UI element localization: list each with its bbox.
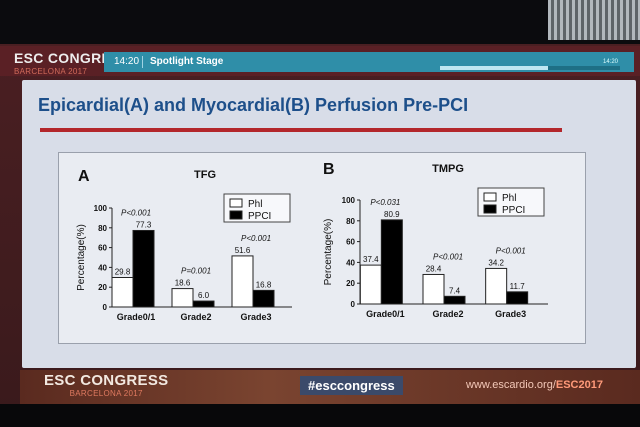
chart-b-y-tick-label: 80 — [346, 217, 355, 226]
chart-b-y-tick-label: 60 — [346, 238, 355, 247]
session-progress — [440, 66, 620, 70]
chart-b-y-tick-label: 40 — [346, 258, 355, 267]
chart-a-data-label: 6.0 — [198, 291, 210, 300]
chart-b-x-tick-label: Grade3 — [495, 309, 526, 319]
chart-b-panel-label: B — [323, 161, 335, 178]
chart-a-title: TFG — [194, 169, 216, 181]
chart-a-p-value: P<0.001 — [121, 208, 151, 217]
chart-a-legend-swatch — [229, 210, 243, 220]
chart-a-legend-label: PPCI — [248, 211, 271, 222]
chart-b-y-tick-label: 100 — [342, 196, 356, 205]
website-link: www.escardio.org/ESC2017 — [466, 379, 603, 391]
chart-b-bar-phi — [485, 267, 508, 305]
chart-a-y-tick-label: 100 — [94, 204, 108, 213]
chart-b-data-label: 28.4 — [426, 264, 442, 273]
title-rule — [40, 128, 562, 132]
chart-a-x-tick-label: Grade2 — [180, 312, 211, 322]
stage-name: Spotlight Stage — [150, 56, 224, 67]
chart-b-legend-label: PPCI — [502, 205, 525, 216]
esc-logo-bottom: ESC CONGRESS BARCELONA 2017 — [44, 372, 168, 398]
chart-b-bar-ppci — [443, 295, 466, 305]
chart-b-data-label: 80.9 — [384, 210, 400, 219]
brand-subtitle: BARCELONA 2017 — [14, 67, 88, 76]
chart-a-x-tick-label: Grade3 — [240, 312, 271, 322]
website-prefix: www.escardio.org/ — [466, 379, 556, 391]
chart-b-bar-ppci — [380, 219, 403, 305]
chart-b-p-value: P<0.001 — [496, 246, 526, 255]
chart-a-data-label: 16.8 — [256, 280, 272, 289]
chart-a-data-label: 18.6 — [175, 279, 191, 288]
chart-b-legend-swatch — [483, 204, 497, 214]
slide-title: Epicardial(A) and Myocardial(B) Perfusio… — [38, 95, 469, 115]
chart-b-y-tick-label: 0 — [351, 300, 356, 309]
session-time: 14:20 — [114, 56, 140, 67]
chart-a-y-tick-label: 20 — [98, 283, 107, 292]
chart-a-y-tick-label: 0 — [103, 303, 108, 312]
chart-a-p-value: P=0.001 — [181, 267, 211, 276]
chart-a-bar-phi — [111, 276, 134, 308]
brand-name: ESC CONGRESS — [14, 50, 131, 66]
chart-a-y-axis-label: Percentage(%) — [76, 224, 87, 291]
ceiling-light — [548, 0, 640, 40]
chart-b-y-tick-label: 20 — [346, 279, 355, 288]
hashtag: #esccongress — [300, 376, 403, 395]
chart-b-data-label: 37.4 — [363, 255, 379, 264]
chart-b-data-label: 7.4 — [449, 286, 461, 295]
chart-b-bar-ppci — [506, 291, 529, 305]
chart-b-p-value: P<0.001 — [433, 252, 463, 261]
chart-b-data-label: 11.7 — [510, 282, 526, 291]
chart-a-bar-phi — [171, 288, 194, 308]
footer-brand-subtitle: BARCELONA 2017 — [69, 389, 143, 398]
chart-a-legend-swatch — [229, 198, 243, 208]
chart-a-y-tick-label: 60 — [98, 244, 107, 253]
chart-b-p-value: P<0.031 — [370, 198, 400, 207]
chart-b-bar-phi — [359, 264, 382, 305]
chart-b-legend-swatch — [483, 192, 497, 202]
stage-separator — [142, 56, 143, 68]
chart-a-bar-ppci — [192, 300, 215, 308]
session-progress-fill — [440, 66, 548, 70]
mini-clock: 14:20 — [602, 59, 618, 65]
chart-a-y-tick-label: 40 — [98, 263, 107, 272]
chart-b-y-axis-label: Percentage(%) — [323, 219, 334, 286]
chart-a-data-label: 29.8 — [115, 267, 131, 276]
chart-a-y-tick-label: 80 — [98, 224, 107, 233]
footer-brand-name: ESC CONGRESS — [44, 372, 169, 389]
chart-a-legend-label: Phl — [248, 199, 262, 210]
chart-a-data-label: 51.6 — [235, 246, 251, 255]
chart-b-bar-phi — [422, 273, 445, 305]
chart-a-x-tick-label: Grade0/1 — [117, 312, 156, 322]
chart-b-legend-label: Phl — [502, 193, 516, 204]
chart-b-data-label: 34.2 — [488, 258, 504, 267]
chart-a-data-label: 77.3 — [136, 220, 152, 229]
chart-b-title: TMPG — [432, 163, 464, 175]
bottom-shadow — [0, 404, 640, 427]
chart-a-bar-phi — [231, 255, 254, 308]
chart-a-bar-ppci — [252, 289, 275, 308]
esc-logo-top: ESC CONGRESS BARCELONA 2017 — [14, 50, 130, 76]
chart-b-x-tick-label: Grade2 — [432, 309, 463, 319]
chart-a-p-value: P<0.001 — [241, 234, 271, 243]
chart-a-bar-ppci — [132, 229, 155, 308]
chart-b-x-tick-label: Grade0/1 — [366, 309, 405, 319]
chart-a-panel-label: A — [78, 168, 90, 185]
website-suffix: ESC2017 — [555, 379, 603, 391]
